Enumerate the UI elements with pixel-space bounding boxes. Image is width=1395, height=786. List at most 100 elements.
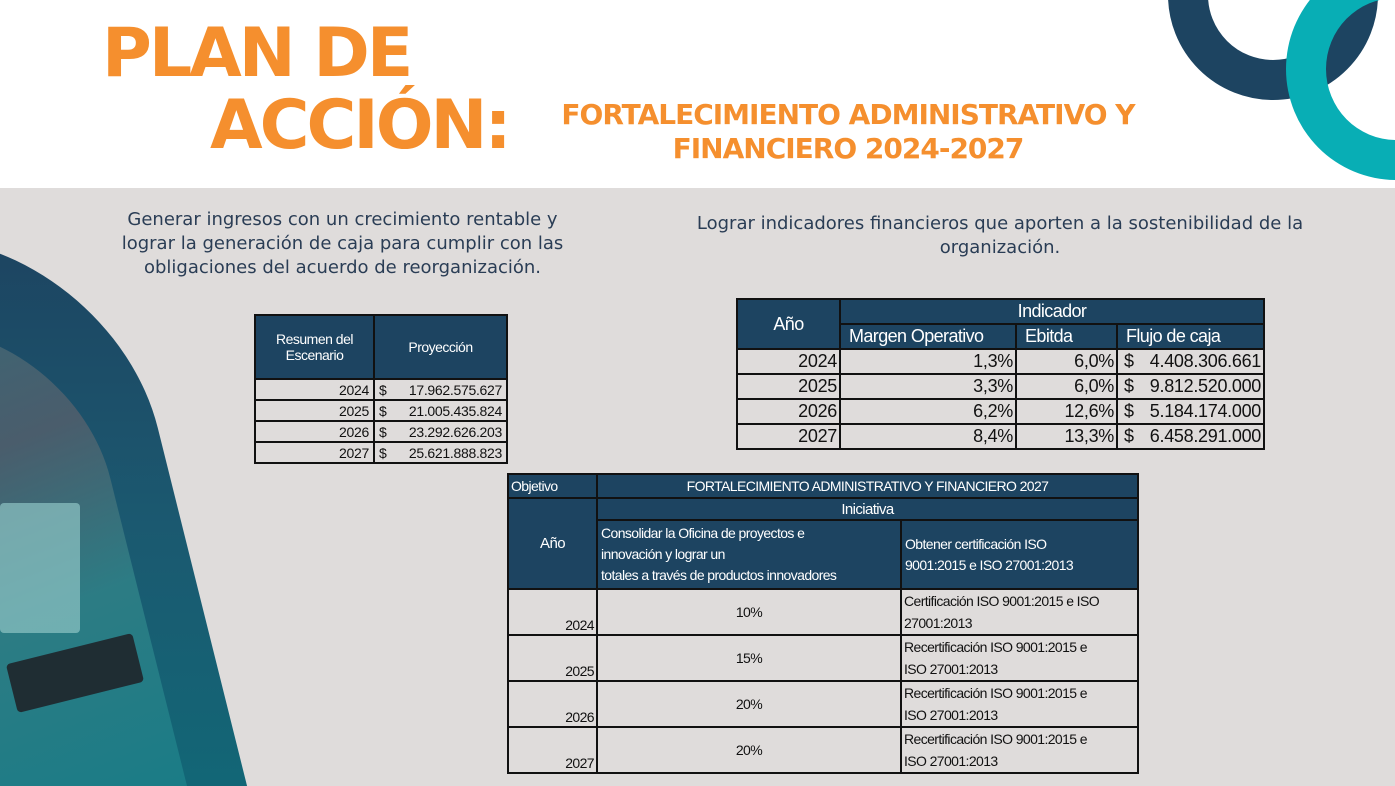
table-row: 2025 3,3% 6,0% $9.812.520.000 <box>736 373 1265 400</box>
currency-symbol: $ <box>379 423 387 440</box>
year-header: Año <box>507 497 598 590</box>
table-row: 2027 $25.621.888.823 <box>254 441 508 464</box>
margin-cell: 3,3% <box>839 373 1017 400</box>
currency-symbol: $ <box>379 381 387 398</box>
currency-symbol: $ <box>379 444 387 461</box>
table-row: 2026 $23.292.626.203 <box>254 420 508 443</box>
cash-cell: $4.408.306.661 <box>1116 348 1265 375</box>
objective-value: FORTALECIMIENTO ADMINISTRATIVO Y FINANCI… <box>596 473 1139 499</box>
amount: 5.184.174.000 <box>1149 401 1262 421</box>
ebitda-header: Ebitda <box>1015 323 1118 350</box>
slide-body: Generar ingresos con un crecimiento rent… <box>0 188 1395 786</box>
slide-header: PLAN DE ACCIÓN: FORTALECIMIENTO ADMINIST… <box>0 0 1395 188</box>
margin-header: Margen Operativo <box>839 323 1017 350</box>
certification-cell: Recertificación ISO 9001:2015 e ISO 27001… <box>900 680 1139 728</box>
initiative-1-line: Consolidar la Oficina de proyectos e <box>601 525 805 541</box>
table-row: 2024 $17.962.575.627 <box>254 378 508 401</box>
main-title-line-1: PLAN DE <box>102 14 413 93</box>
cert-line: ISO 27001:2013 <box>904 707 998 723</box>
table-row: 2026 20% Recertificación ISO 9001:2015 e… <box>507 680 1139 728</box>
objective-table: Objetivo FORTALECIMIENTO ADMINISTRATIVO … <box>507 473 1139 774</box>
ebitda-cell: 13,3% <box>1015 423 1118 450</box>
table-row: 2027 8,4% 13,3% $6.458.291.000 <box>736 423 1265 450</box>
amount: 4.408.306.661 <box>1149 351 1262 371</box>
goal-left-text: Generar ingresos con un crecimiento rent… <box>121 209 564 278</box>
cert-line: ISO 27001:2013 <box>904 753 998 769</box>
year-cell: 2026 <box>507 680 598 728</box>
amount: 21.005.435.824 <box>408 402 502 419</box>
ebitda-cell: 6,0% <box>1015 373 1118 400</box>
scenario-header: Resumen del Escenario <box>254 314 375 380</box>
cash-flow-header: Flujo de caja <box>1116 323 1265 350</box>
currency-symbol: $ <box>379 402 387 419</box>
initiative-2-line: 9001:2015 e ISO 27001:2013 <box>905 556 1074 573</box>
cert-line: Recertificación ISO 9001:2015 e <box>904 685 1088 701</box>
cert-line: Certificación ISO 9001:2015 e ISO <box>904 593 1100 609</box>
projection-header: Proyección <box>373 314 508 380</box>
table-row: 2026 6,2% 12,6% $5.184.174.000 <box>736 398 1265 425</box>
amount: 25.621.888.823 <box>408 444 502 461</box>
year-cell: 2024 <box>507 588 598 636</box>
amount: 9.812.520.000 <box>1149 376 1262 396</box>
amount: 17.962.575.627 <box>408 381 502 398</box>
year-cell: 2025 <box>254 399 375 422</box>
initiative-header: Iniciativa <box>596 497 1139 521</box>
amount: 23.292.626.203 <box>408 423 502 440</box>
value-cell: $25.621.888.823 <box>373 441 508 464</box>
cash-cell: $5.184.174.000 <box>1116 398 1265 425</box>
laptop-image <box>0 503 80 633</box>
cert-line: ISO 27001:2013 <box>904 661 998 677</box>
year-cell: 2026 <box>254 420 375 443</box>
value-cell: $23.292.626.203 <box>373 420 508 443</box>
cash-cell: $6.458.291.000 <box>1116 423 1265 450</box>
objective-label: Objetivo <box>507 473 598 499</box>
currency-symbol: $ <box>1124 351 1134 371</box>
indicator-table: Año Indicador Margen Operativo Ebitda Fl… <box>736 298 1265 450</box>
year-cell: 2026 <box>736 398 841 425</box>
percent-cell: 20% <box>596 680 902 728</box>
decorative-teal-ring-icon <box>1286 0 1395 180</box>
scenario-table: Resumen del Escenario Proyección 2024 $1… <box>254 314 508 464</box>
margin-cell: 8,4% <box>839 423 1017 450</box>
certification-cell: Recertificación ISO 9001:2015 e ISO 27001… <box>900 634 1139 682</box>
year-cell: 2027 <box>254 441 375 464</box>
cert-line: 27001:2013 <box>904 615 973 631</box>
main-title-line-2: ACCIÓN: <box>210 86 512 165</box>
cert-line: Recertificación ISO 9001:2015 e <box>904 731 1088 747</box>
ebitda-cell: 12,6% <box>1015 398 1118 425</box>
ebitda-cell: 6,0% <box>1015 348 1118 375</box>
currency-symbol: $ <box>1124 376 1134 396</box>
initiative-1-line: totales a través de productos innovadore… <box>601 567 837 583</box>
initiative-2-line: Obtener certificación ISO <box>905 535 1047 552</box>
certification-cell: Certificación ISO 9001:2015 e ISO 27001:2… <box>900 588 1139 636</box>
percent-cell: 20% <box>596 726 902 774</box>
year-cell: 2027 <box>736 423 841 450</box>
percent-cell: 10% <box>596 588 902 636</box>
table-row: 2027 20% Recertificación ISO 9001:2015 e… <box>507 726 1139 774</box>
table-row: 2025 $21.005.435.824 <box>254 399 508 422</box>
value-cell: $17.962.575.627 <box>373 378 508 401</box>
table-row: 2024 1,3% 6,0% $4.408.306.661 <box>736 348 1265 375</box>
initiative-1-header: Consolidar la Oficina de proyectos e inn… <box>596 519 902 590</box>
goal-right-text: Lograr indicadores financieros que aport… <box>696 213 1304 258</box>
initiative-1-line: innovación y lograr un <box>601 546 725 562</box>
value-cell: $21.005.435.824 <box>373 399 508 422</box>
indicator-group-header: Indicador <box>839 298 1265 325</box>
year-cell: 2025 <box>507 634 598 682</box>
certification-cell: Recertificación ISO 9001:2015 e ISO 27001… <box>900 726 1139 774</box>
margin-cell: 1,3% <box>839 348 1017 375</box>
table-row: 2025 15% Recertificación ISO 9001:2015 e… <box>507 634 1139 682</box>
year-cell: 2024 <box>254 378 375 401</box>
year-cell: 2027 <box>507 726 598 774</box>
year-cell: 2025 <box>736 373 841 400</box>
sub-title: FORTALECIMIENTO ADMINISTRATIVO Y FINANCI… <box>561 98 1135 165</box>
year-cell: 2024 <box>736 348 841 375</box>
percent-cell: 15% <box>596 634 902 682</box>
currency-symbol: $ <box>1124 401 1134 421</box>
table-row: 2024 10% Certificación ISO 9001:2015 e I… <box>507 588 1139 636</box>
initiative-2-header: Obtener certificación ISO 9001:2015 e IS… <box>900 519 1139 590</box>
cert-line: Recertificación ISO 9001:2015 e <box>904 639 1088 655</box>
year-header: Año <box>736 298 841 350</box>
cash-cell: $9.812.520.000 <box>1116 373 1265 400</box>
margin-cell: 6,2% <box>839 398 1017 425</box>
